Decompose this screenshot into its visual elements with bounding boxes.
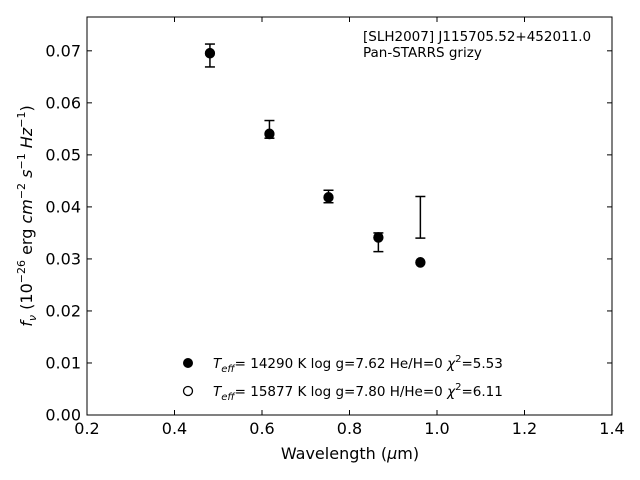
y-tick-label: 0.02: [45, 301, 81, 320]
y-axis-label: fν (10−26 erg cm−2 s−1 Hz−1): [15, 105, 39, 326]
x-tick-label: 0.4: [162, 419, 187, 438]
y-tick-label: 0.07: [45, 41, 81, 60]
model-point-filled: [415, 257, 426, 268]
x-axis-label: Wavelength (μm): [281, 444, 419, 463]
y-axis-ticks: 0.00 0.01 0.02 0.03 0.04 0.05 0.06 0.07: [45, 41, 612, 425]
model-point-filled: [264, 128, 275, 139]
model-point-filled: [204, 47, 215, 58]
data-markers: [204, 47, 426, 268]
legend-marker-filled: [183, 358, 193, 368]
x-tick-label: 0.6: [249, 419, 274, 438]
y-tick-label: 0.00: [45, 406, 81, 425]
x-tick-label: 0.8: [337, 419, 362, 438]
x-tick-label: 0.2: [74, 419, 99, 438]
legend: Teff= 14290 K log g=7.62 He/H=0 χ2=5.53 …: [182, 354, 503, 403]
y-tick-label: 0.01: [45, 353, 81, 372]
x-axis-ticks: 0.2 0.4 0.6 0.8 1.0 1.2 1.4: [74, 17, 625, 438]
x-tick-label: 1.0: [424, 419, 449, 438]
y-tick-label: 0.05: [45, 145, 81, 164]
x-tick-label: 1.4: [599, 419, 624, 438]
legend-marker-open: [182, 385, 194, 397]
error-bars: [204, 43, 426, 253]
legend-entry-1: Teff= 14290 K log g=7.62 He/H=0 χ2=5.53: [213, 354, 503, 375]
survey-annotation: Pan-STARRS grizy: [363, 45, 482, 61]
y-tick-label: 0.06: [45, 93, 81, 112]
legend-entry-2: Teff= 15877 K log g=7.80 H/He=0 χ2=6.11: [213, 382, 503, 403]
object-name-annotation: [SLH2007] J115705.52+452011.0: [363, 29, 591, 45]
y-tick-label: 0.03: [45, 249, 81, 268]
x-tick-label: 1.2: [512, 419, 537, 438]
model-point-filled: [323, 192, 334, 203]
model-point-filled: [373, 232, 384, 243]
y-tick-label: 0.04: [45, 197, 81, 216]
